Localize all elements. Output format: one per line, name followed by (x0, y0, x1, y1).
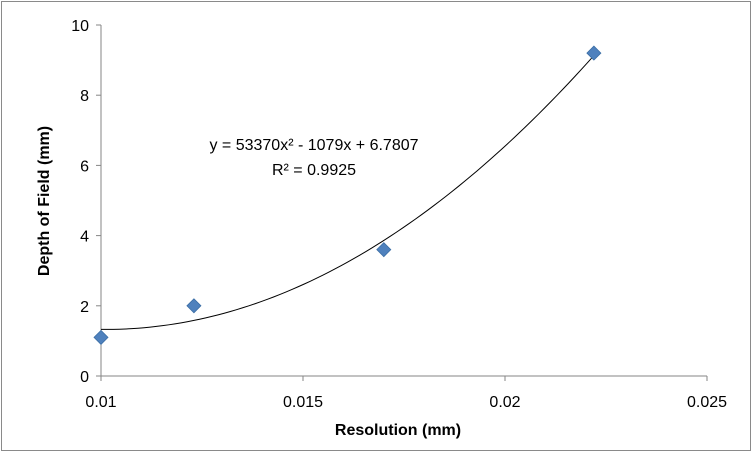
y-tick-label: 6 (80, 158, 89, 175)
y-tick-label: 2 (80, 299, 89, 316)
data-point (376, 242, 392, 258)
axes (100, 25, 707, 377)
trendline-equation: y = 53370x² - 1079x + 6.7807 (209, 137, 418, 154)
trendline (100, 55, 595, 330)
data-point (186, 298, 202, 314)
data-points (93, 45, 602, 345)
x-axis-title: Resolution (mm) (335, 422, 461, 439)
x-tick-label: 0.02 (489, 394, 520, 411)
x-tick-label: 0.015 (283, 394, 323, 411)
scatter-chart: 0 2 4 6 8 10 0.01 0.015 0.02 0.025 y = 53370x² -… (36, 18, 727, 439)
x-tick-label: 0.025 (687, 394, 727, 411)
y-axis-ticks: 0 2 4 6 8 10 (71, 18, 101, 386)
data-point (93, 329, 109, 345)
y-tick-label: 8 (80, 88, 89, 105)
trendline-r-squared: R² = 0.9925 (272, 162, 356, 179)
y-tick-label: 0 (80, 369, 89, 386)
x-axis-ticks: 0.01 0.015 0.02 0.025 (85, 376, 727, 411)
data-point (586, 45, 602, 61)
x-tick-label: 0.01 (85, 394, 116, 411)
y-tick-label: 4 (80, 229, 89, 246)
y-axis-title: Depth of Field (mm) (36, 126, 53, 276)
y-tick-label: 10 (71, 18, 89, 35)
